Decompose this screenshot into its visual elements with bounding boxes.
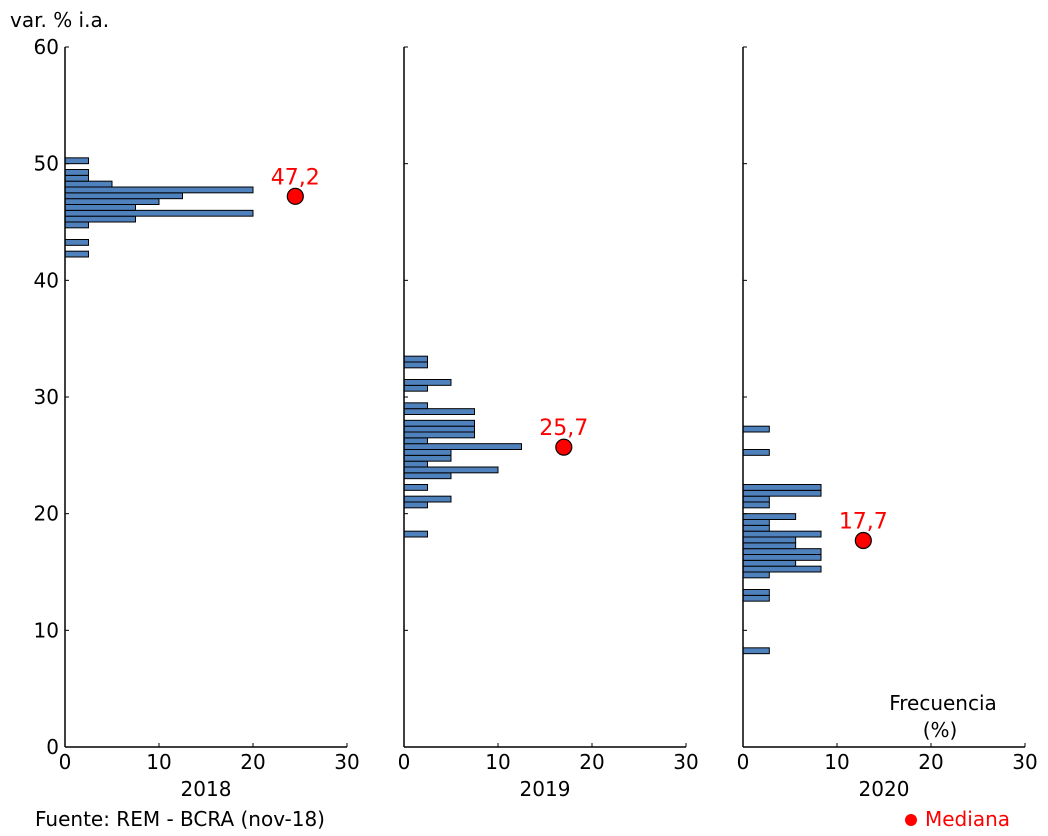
histogram-bar [742, 425, 770, 433]
histogram-bar [403, 449, 452, 456]
histogram-bar [403, 484, 428, 491]
histogram-bar [64, 174, 89, 182]
histogram-bar [64, 209, 254, 217]
median-label: 17,7 [839, 510, 888, 535]
panel-2019: 0 10 20 30 2019 25,7 [398, 46, 699, 801]
legend: Mediana [905, 807, 1010, 831]
source-note: Fuente: REM - BCRA (nov-18) [35, 807, 325, 831]
histogram-bar [403, 355, 428, 363]
x-tick-label: 10 [824, 750, 849, 774]
histogram-bar [742, 542, 797, 550]
histogram-bar [742, 484, 822, 491]
y-tick-label: 0 [46, 735, 59, 759]
x-axis-unit: (%) [923, 718, 958, 742]
x-tick-label: 30 [673, 750, 698, 774]
panel-label: 2018 [181, 777, 232, 801]
median-label: 25,7 [539, 416, 588, 441]
panels: 0 10 20 30 2018 47,2 0 10 20 30 2019 25,7 0 10 20 30 202… [59, 46, 1038, 801]
histogram-bar [403, 495, 452, 503]
histogram-bar [742, 554, 822, 561]
y-axis: 0 10 20 30 40 50 60 [34, 35, 59, 759]
y-tick-label: 40 [34, 268, 59, 292]
histogram-bar [64, 221, 89, 229]
histogram-bar [403, 408, 475, 415]
histogram-bar [403, 361, 428, 369]
x-tick-label: 0 [59, 750, 72, 774]
y-tick-label: 60 [34, 35, 59, 59]
histogram-bar [64, 192, 183, 200]
legend-marker [905, 814, 917, 826]
y-tick-label: 50 [34, 152, 59, 176]
median-marker [854, 531, 872, 550]
histogram-bar [403, 419, 475, 427]
histogram-bar [64, 169, 89, 176]
y-axis-label: var. % i.a. [10, 8, 109, 32]
histogram-bar [742, 489, 822, 497]
histogram-bar [742, 548, 822, 556]
x-tick-label: 30 [1012, 750, 1037, 774]
histogram-bar [742, 536, 797, 544]
histogram-bar [64, 204, 136, 211]
legend-label: Mediana [925, 807, 1010, 831]
histogram-bar [403, 472, 452, 480]
histogram-bar [403, 466, 499, 474]
x-tick-label: 0 [737, 750, 750, 774]
histogram-bar [64, 186, 254, 194]
histogram-bar [742, 495, 770, 503]
median-marker [286, 187, 304, 205]
histogram-bar [403, 460, 428, 468]
histogram-bar [742, 530, 822, 538]
x-tick-label: 20 [918, 750, 943, 774]
histogram-bar [403, 530, 428, 538]
histogram-bar [742, 559, 797, 567]
histogram-bar [742, 647, 770, 655]
x-tick-label: 10 [146, 750, 171, 774]
histogram-bar [403, 425, 475, 433]
histogram-bar [403, 431, 475, 439]
panel-label: 2020 [859, 777, 910, 801]
histogram-bar [403, 443, 522, 450]
histogram-bar [742, 589, 770, 596]
histogram-bar [64, 250, 89, 258]
histogram-bar [64, 239, 89, 246]
histogram-bar [403, 379, 452, 386]
x-tick-label: 10 [485, 750, 510, 774]
histogram-bar [742, 449, 770, 456]
panel-2018: 0 10 20 30 2018 47,2 [59, 46, 360, 801]
histogram-bar [742, 571, 770, 579]
x-tick-label: 20 [579, 750, 604, 774]
x-axis-title: Frecuencia [889, 691, 997, 715]
histogram-bar [742, 565, 822, 573]
histogram-bar [64, 180, 113, 188]
histogram-bar [403, 454, 452, 462]
median-marker [555, 438, 573, 456]
histogram-bar [742, 519, 770, 526]
x-tick-label: 30 [334, 750, 359, 774]
histogram-bar [742, 501, 770, 509]
panel-label: 2019 [520, 777, 571, 801]
histogram-bar [403, 501, 428, 509]
histogram-bar [742, 524, 770, 532]
histogram-bar [742, 513, 797, 521]
histogram-bar [742, 594, 770, 602]
x-tick-label: 20 [240, 750, 265, 774]
histogram-bar [403, 437, 428, 445]
histogram-bar [403, 384, 428, 392]
histogram-bar [403, 402, 428, 410]
y-tick-label: 10 [34, 618, 59, 642]
x-tick-label: 0 [398, 750, 411, 774]
y-tick-label: 20 [34, 502, 59, 526]
histogram-bar [64, 215, 136, 223]
panel-2020: 0 10 20 30 2020 17,7 [737, 46, 1038, 801]
median-label: 47,2 [271, 165, 320, 190]
histogram-bar [64, 198, 160, 206]
histogram-bar [64, 157, 89, 165]
y-tick-label: 30 [34, 385, 59, 409]
